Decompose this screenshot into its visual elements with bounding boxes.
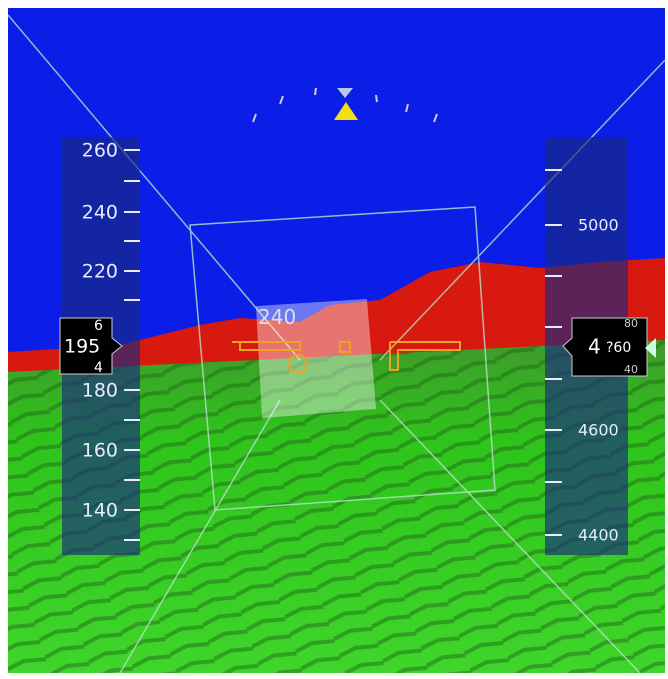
speed-label: 180 bbox=[82, 380, 118, 402]
scene: 240 260 240 220 180 160 140 195 6 bbox=[8, 8, 665, 673]
speed-label: 240 bbox=[82, 202, 118, 224]
altitude-roll: 80 bbox=[624, 317, 638, 330]
altitude-label: 4400 bbox=[578, 526, 619, 545]
speed-label: 140 bbox=[82, 500, 118, 522]
altitude-readout-thousands: 4 bbox=[588, 335, 601, 359]
synthetic-vision-display: 240 260 240 220 180 160 140 195 6 bbox=[0, 0, 668, 679]
altitude-roll: 40 bbox=[624, 363, 638, 376]
altitude-label: 4600 bbox=[578, 421, 619, 440]
speed-label: 260 bbox=[82, 140, 118, 162]
speed-label: 220 bbox=[82, 261, 118, 283]
speed-roll-digit: 4 bbox=[94, 360, 103, 376]
speed-readout-value: 195 bbox=[64, 336, 100, 358]
altitude-label: 5000 bbox=[578, 216, 619, 235]
speed-label: 160 bbox=[82, 440, 118, 462]
speed-roll-digit: 6 bbox=[94, 318, 103, 334]
heading-label: 240 bbox=[258, 305, 296, 329]
altitude-readout-hundreds: ?60 bbox=[606, 340, 631, 356]
